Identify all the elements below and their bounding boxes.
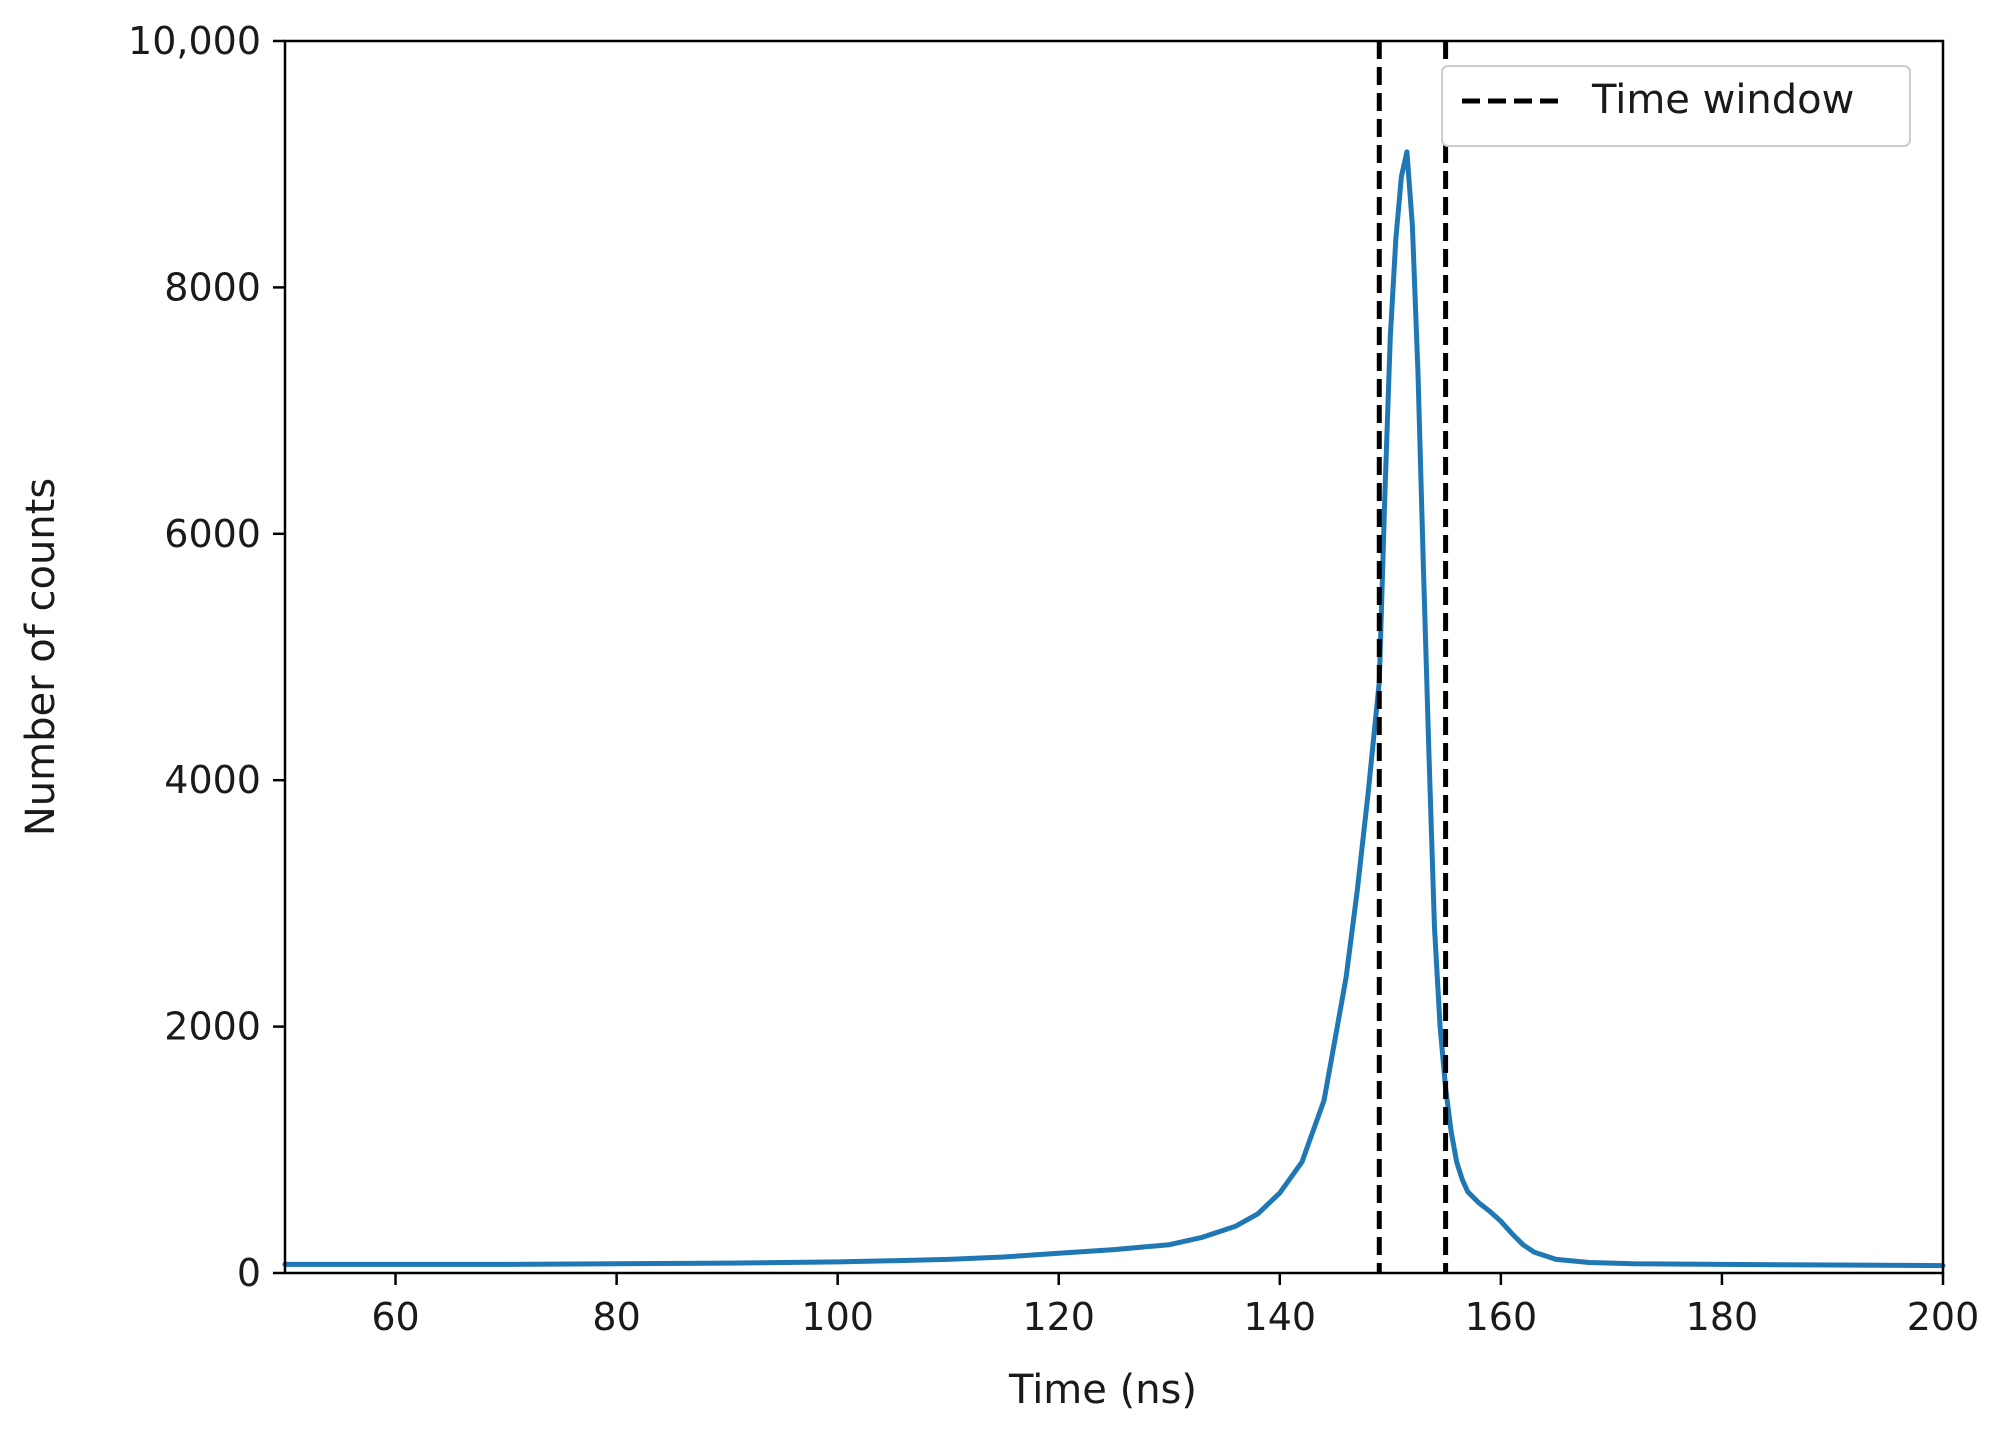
y-tick-label-10000: 10,000 xyxy=(128,19,261,63)
legend: Time window xyxy=(1441,65,1911,147)
x-tick-label-100: 100 xyxy=(801,1295,874,1339)
x-tick-label-80: 80 xyxy=(592,1295,640,1339)
y-tick-label-8000: 8000 xyxy=(164,265,261,309)
plot-area xyxy=(282,41,1946,1273)
legend-entry-label: Time window xyxy=(1591,77,1854,123)
y-axis-label: Number of counts xyxy=(18,478,64,836)
series-line-0 xyxy=(282,149,1946,1269)
x-tick-label-140: 140 xyxy=(1244,1295,1317,1339)
axes: 60 80 100 120 140 160 180 200020004000600080001… xyxy=(128,19,1979,1339)
x-tick-label-160: 160 xyxy=(1465,1295,1538,1339)
y-tick-label-6000: 6000 xyxy=(164,512,261,556)
y-tick-label-4000: 4000 xyxy=(164,758,261,802)
x-tick-label-200: 200 xyxy=(1907,1295,1980,1339)
legend-frame xyxy=(1441,65,1911,147)
x-tick-label-120: 120 xyxy=(1022,1295,1095,1339)
x-tick-label-60: 60 xyxy=(371,1295,419,1339)
x-axis-label: Time (ns) xyxy=(1008,1367,1197,1413)
x-tick-label-180: 180 xyxy=(1686,1295,1759,1339)
y-tick-label-0: 0 xyxy=(237,1251,261,1295)
plot-frame xyxy=(283,39,1945,1275)
y-tick-label-2000: 2000 xyxy=(164,1005,261,1049)
